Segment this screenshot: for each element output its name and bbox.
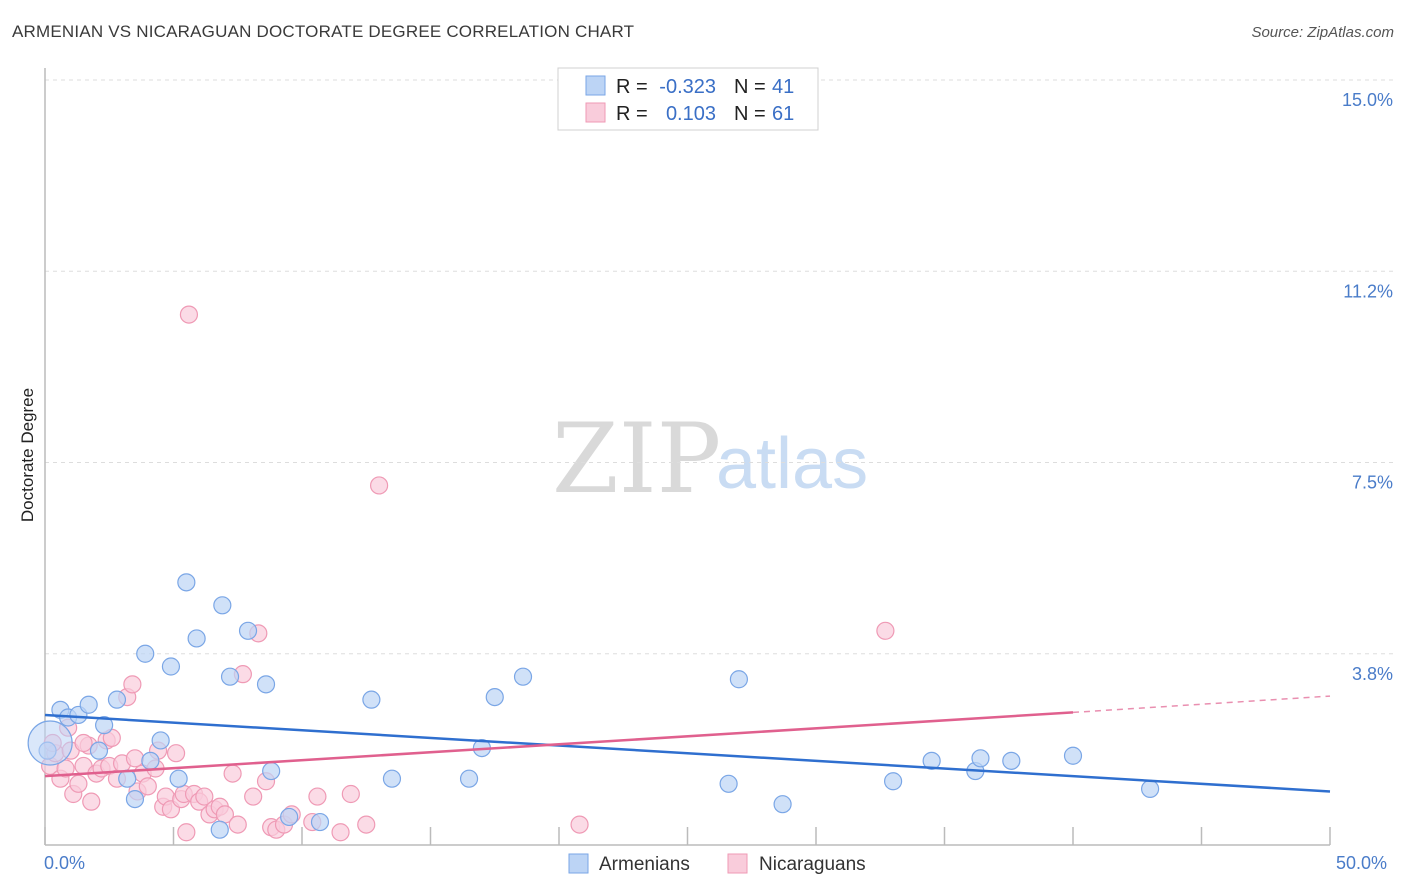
y-axis-label: Doctorate Degree — [18, 388, 37, 522]
armenian-point — [187, 629, 206, 648]
gridlines — [45, 79, 1394, 655]
x-tick-max: 50.0% — [1336, 853, 1387, 873]
legend-n-value-1: 41 — [772, 76, 794, 98]
armenian-point — [729, 670, 749, 689]
legend-r-value-1: -0.323 — [659, 76, 716, 98]
nicaraguan-point — [69, 774, 88, 793]
nicaraguan-point — [570, 815, 589, 834]
armenian-point — [262, 761, 281, 781]
nicaraguan-point — [223, 764, 242, 783]
trend-line-armenians — [44, 713, 1331, 793]
x-tick-min: 0.0% — [44, 853, 85, 873]
trend-line-nicaraguans-extension — [1072, 695, 1331, 714]
armenian-point — [125, 789, 145, 809]
nicaraguan-point — [228, 815, 247, 834]
armenian-point — [107, 690, 127, 709]
x-tick-marks — [44, 827, 1331, 845]
watermark-atlas: atlas — [716, 424, 868, 504]
stats-legend: R = -0.323 N = 41 R = 0.103 N = 61 — [557, 67, 819, 131]
nicaraguan-point — [138, 777, 157, 796]
nicaraguan-point — [123, 675, 142, 694]
armenian-large-point — [27, 720, 73, 766]
nicaraguan-point — [56, 759, 75, 778]
nicaraguan-point — [179, 305, 199, 324]
armenian-point — [382, 769, 402, 788]
y-tick-label-2: 11.2% — [1343, 281, 1393, 301]
armenian-point — [213, 596, 232, 615]
nicaraguan-point — [195, 787, 214, 806]
armenian-point — [1063, 746, 1083, 765]
armenian-point — [922, 751, 941, 770]
armenian-point — [971, 749, 990, 768]
armenian-point — [773, 795, 792, 814]
y-tick-label-0: 3.8% — [1352, 664, 1393, 684]
nicaraguan-point — [177, 823, 196, 842]
armenian-point — [141, 751, 160, 770]
nicaraguan-point — [370, 476, 389, 495]
legend-r-label-1: R = — [616, 76, 648, 98]
chart-title: ARMENIAN VS NICARAGUAN DOCTORATE DEGREE … — [12, 22, 635, 41]
legend-r-value-2: 0.103 — [666, 103, 716, 125]
nicaraguan-point — [357, 815, 376, 834]
armenian-point — [220, 667, 240, 686]
armenian-point — [238, 621, 258, 640]
legend-n-value-2: 61 — [772, 103, 794, 125]
armenian-point — [310, 812, 330, 832]
legend-n-label-2: N = — [734, 103, 766, 125]
armenian-point — [459, 769, 479, 788]
nicaraguan-point — [125, 749, 145, 768]
armenian-point — [169, 769, 188, 788]
nicaraguan-point — [244, 787, 263, 806]
armenian-point — [719, 774, 738, 793]
nicaraguan-point — [876, 621, 895, 640]
armenian-point — [485, 687, 504, 707]
series-legend: Armenians Nicaraguans — [568, 853, 866, 875]
nicaraguan-point — [74, 733, 93, 753]
armenian-point — [1002, 751, 1021, 770]
armenian-point — [136, 644, 155, 663]
armenian-point — [79, 695, 98, 714]
y-tick-labels: 3.8% 7.5% 11.2% 15.0% — [1342, 90, 1393, 684]
series-nicaraguans — [41, 305, 895, 842]
armenian-point — [95, 716, 114, 735]
watermark-zip: ZIP — [552, 403, 721, 515]
bottom-legend-armenians: Armenians — [599, 854, 690, 875]
nicaraguan-point — [82, 792, 101, 811]
bottom-swatch-nicaraguans — [727, 853, 748, 874]
nicaraguan-point — [308, 787, 327, 806]
nicaraguan-point — [166, 744, 186, 763]
legend-swatch-armenians — [585, 75, 606, 96]
trend-line-nicaraguans — [44, 711, 1074, 778]
armenian-point — [89, 741, 109, 760]
bottom-legend-nicaraguans: Nicaraguans — [759, 854, 866, 875]
armenian-point — [362, 690, 381, 709]
armenian-point — [256, 675, 276, 694]
armenian-point — [883, 772, 903, 791]
armenian-point — [118, 769, 137, 788]
nicaraguan-point — [331, 823, 350, 842]
trend-lines — [44, 695, 1331, 793]
armenian-point — [161, 657, 181, 676]
legend-r-label-2: R = — [616, 103, 648, 125]
y-tick-label-3: 15.0% — [1342, 90, 1393, 110]
legend-swatch-nicaraguans — [585, 102, 606, 123]
armenian-point — [1140, 779, 1160, 799]
chart-source: Source: ZipAtlas.com — [1251, 24, 1394, 41]
nicaraguan-point — [341, 784, 360, 804]
armenian-point — [210, 820, 229, 839]
armenian-point — [177, 573, 196, 592]
armenian-point — [280, 807, 299, 827]
armenian-point — [513, 667, 533, 686]
armenian-point — [151, 731, 170, 750]
bottom-swatch-armenians — [568, 853, 589, 874]
y-tick-label-1: 7.5% — [1352, 473, 1393, 493]
legend-n-label-1: N = — [734, 76, 766, 98]
